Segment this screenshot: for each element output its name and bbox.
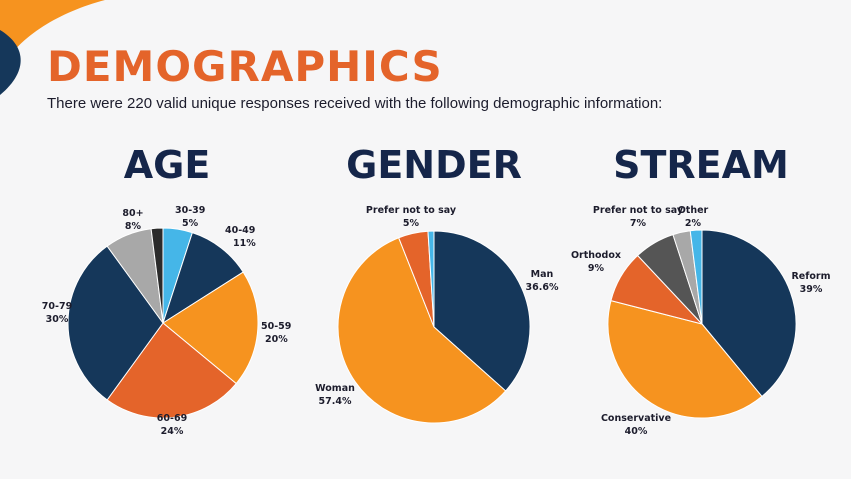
- gender-slice-woman: [337, 237, 507, 424]
- age-label-70-79: 70-79: [42, 301, 72, 312]
- age-slice-70-79: [67, 245, 164, 401]
- stream-chart-title: STREAM: [613, 143, 789, 187]
- page-subtitle: There were 220 valid unique responses re…: [47, 95, 663, 112]
- page-title: DEMOGRAPHICS: [47, 42, 443, 91]
- age-value-80-plus: 8%: [125, 221, 142, 232]
- age-pie: [67, 227, 259, 419]
- gender-label-prefer-not: Prefer not to say: [366, 205, 457, 216]
- age-slice-50-59: [162, 271, 259, 385]
- age-value-70-79: 30%: [46, 314, 69, 325]
- age-label-60-69: 60-69: [157, 413, 187, 424]
- navy-swoosh: [0, 30, 21, 95]
- stream-value-orthodox: 9%: [588, 263, 605, 274]
- stream-label-orthodox: Orthodox: [571, 250, 621, 261]
- age-chart-title: AGE: [123, 143, 211, 187]
- gender-label-man: Man: [531, 269, 554, 280]
- stream-label-conservative: Conservative: [601, 413, 671, 424]
- gender-label-woman: Woman: [315, 383, 355, 394]
- gender-pie: [337, 230, 531, 424]
- gender-slice-unlabeled-3: [427, 230, 435, 328]
- stream-value-reform: 39%: [800, 284, 823, 295]
- age-value-40-49: 11%: [233, 238, 256, 249]
- stream-slice-conservative: [607, 300, 763, 419]
- age-label-30-39: 30-39: [175, 205, 205, 216]
- age-label-80-plus: 80+: [122, 208, 143, 219]
- gender-slice-man: [433, 230, 531, 392]
- gender-value-woman: 57.4%: [319, 396, 352, 407]
- age-value-50-59: 20%: [265, 334, 288, 345]
- age-slice-40-49: [162, 232, 244, 325]
- stream-pie: [607, 229, 797, 419]
- age-value-30-39: 5%: [182, 218, 199, 229]
- age-label-40-49: 40-49: [225, 225, 255, 236]
- gender-value-prefer-not: 5%: [403, 218, 420, 229]
- stream-value-prefer-not: 7%: [630, 218, 647, 229]
- gender-chart-title: GENDER: [346, 143, 522, 187]
- age-value-60-69: 24%: [161, 426, 184, 437]
- stream-value-other: 2%: [685, 218, 702, 229]
- stream-label-other: Other: [678, 205, 709, 216]
- orange-swoosh: [0, 0, 105, 70]
- stream-slice-other: [689, 229, 703, 325]
- stream-label-reform: Reform: [791, 271, 830, 282]
- stream-value-conservative: 40%: [625, 426, 648, 437]
- age-slice-60-69: [106, 322, 237, 419]
- age-slice-unlabeled-6: [150, 227, 164, 324]
- age-label-50-59: 50-59: [261, 321, 291, 332]
- stream-label-prefer-not: Prefer not to say: [593, 205, 684, 216]
- gender-value-man: 36.6%: [526, 282, 559, 293]
- stream-slice-reform: [701, 229, 797, 398]
